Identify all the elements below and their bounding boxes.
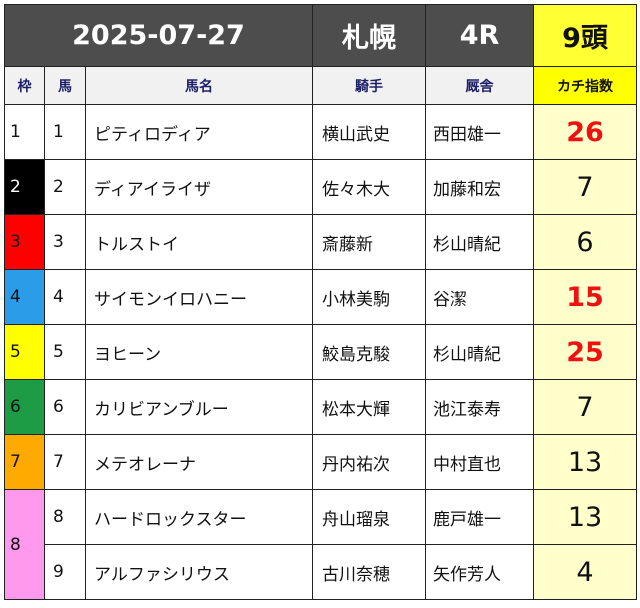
horse-number-cell: 4	[44, 269, 86, 325]
frame-cell: 7	[4, 434, 45, 490]
horse-name-cell: メテオレーナ	[85, 434, 313, 490]
jockey-cell: 鮫島克駿	[312, 324, 426, 380]
horse-number-cell: 9	[44, 544, 86, 600]
horse-name-cell: ディアイライザ	[85, 159, 313, 215]
table-row: 4 4 サイモンイロハニー 小林美駒 谷潔 15	[4, 269, 637, 325]
column-header-row: 枠 馬 馬名 騎手 厩舎 カチ指数	[4, 66, 637, 105]
trainer-cell: 中村直也	[425, 434, 534, 490]
horse-number-cell: 7	[44, 434, 86, 490]
jockey-cell: 舟山瑠泉	[312, 489, 426, 545]
horse-name-cell: ピティロディア	[85, 104, 313, 160]
table-row: 6 6 カリビアンブルー 松本大輝 池江泰寿 7	[4, 379, 637, 435]
index-cell: 13	[533, 434, 637, 490]
trainer-cell: 鹿戸雄一	[425, 489, 534, 545]
frame-cell: 3	[4, 214, 45, 270]
horse-name-cell: トルストイ	[85, 214, 313, 270]
trainer-cell: 杉山晴紀	[425, 214, 534, 270]
table-row: 9 アルファシリウス 古川奈穂 矢作芳人 4	[5, 544, 637, 600]
horse-name-cell: アルファシリウス	[85, 544, 313, 600]
trainer-cell: 西田雄一	[425, 104, 534, 160]
horse-number-cell: 8	[44, 489, 86, 545]
frame-cell: 6	[4, 379, 45, 435]
horse-number-cell: 6	[44, 379, 86, 435]
index-cell: 4	[533, 544, 637, 600]
column-header-number: 馬	[44, 66, 86, 105]
jockey-cell: 斎藤新	[312, 214, 426, 270]
table-row: 5 5 ヨヒーン 鮫島克駿 杉山晴紀 25	[4, 324, 637, 380]
race-header-row: 2025-07-27 札幌 4R 9頭	[4, 4, 637, 67]
index-cell: 6	[533, 214, 637, 270]
column-header-trainer: 厩舎	[425, 66, 534, 105]
race-venue: 札幌	[312, 4, 426, 67]
race-number: 4R	[425, 4, 534, 67]
column-header-horse: 馬名	[85, 66, 313, 105]
index-cell: 15	[533, 269, 637, 325]
frame-cell: 2	[4, 159, 45, 215]
horse-number-cell: 2	[44, 159, 86, 215]
trainer-cell: 加藤和宏	[425, 159, 534, 215]
horse-number-cell: 5	[44, 324, 86, 380]
jockey-cell: 古川奈穂	[312, 544, 426, 600]
frame-cell: 8	[4, 489, 45, 600]
frame-cell: 1	[4, 104, 45, 160]
horse-name-cell: カリビアンブルー	[85, 379, 313, 435]
index-cell: 26	[533, 104, 637, 160]
horse-number-cell: 3	[44, 214, 86, 270]
table-row: 3 3 トルストイ 斎藤新 杉山晴紀 6	[4, 214, 637, 270]
jockey-cell: 横山武史	[312, 104, 426, 160]
horse-name-cell: ハードロックスター	[85, 489, 313, 545]
runner-count: 9頭	[533, 4, 637, 67]
table-row: 7 7 メテオレーナ 丹内祐次 中村直也 13	[4, 434, 637, 490]
trainer-cell: 矢作芳人	[425, 544, 534, 600]
table-row: 8 8 ハードロックスター 舟山瑠泉 鹿戸雄一 13	[4, 489, 637, 600]
horse-name-cell: ヨヒーン	[85, 324, 313, 380]
trainer-cell: 谷潔	[425, 269, 534, 325]
horse-name-cell: サイモンイロハニー	[85, 269, 313, 325]
race-date: 2025-07-27	[4, 4, 313, 67]
index-cell: 13	[533, 489, 637, 545]
index-cell: 25	[533, 324, 637, 380]
frame-cell: 4	[4, 269, 45, 325]
index-cell: 7	[533, 379, 637, 435]
table-row: 1 1 ピティロディア 横山武史 西田雄一 26	[4, 104, 637, 160]
jockey-cell: 小林美駒	[312, 269, 426, 325]
trainer-cell: 池江泰寿	[425, 379, 534, 435]
trainer-cell: 杉山晴紀	[425, 324, 534, 380]
column-header-jockey: 騎手	[312, 66, 426, 105]
table-row: 2 2 ディアイライザ 佐々木大 加藤和宏 7	[4, 159, 637, 215]
column-header-frame: 枠	[4, 66, 45, 105]
jockey-cell: 佐々木大	[312, 159, 426, 215]
index-cell: 7	[533, 159, 637, 215]
jockey-cell: 松本大輝	[312, 379, 426, 435]
jockey-cell: 丹内祐次	[312, 434, 426, 490]
column-header-index: カチ指数	[533, 66, 637, 105]
horse-number-cell: 1	[44, 104, 86, 160]
frame-cell: 5	[4, 324, 45, 380]
